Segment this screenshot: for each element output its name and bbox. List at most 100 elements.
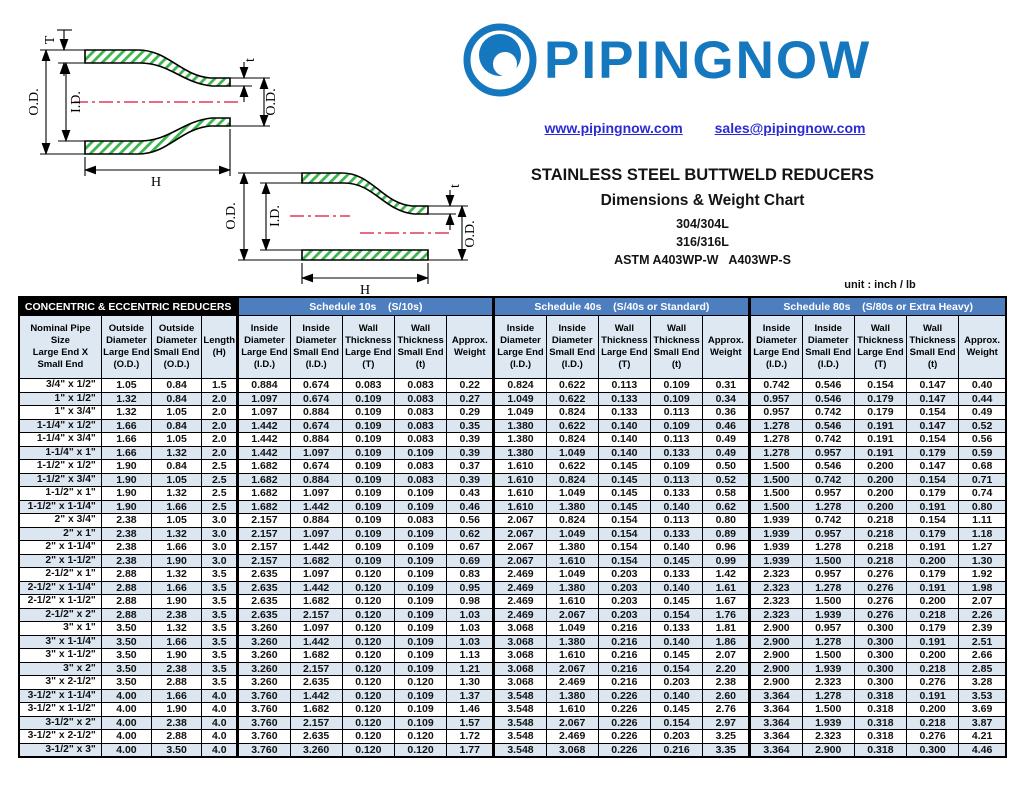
value-cell: 2.88 [100,607,153,622]
value-cell: 0.218 [853,553,908,568]
value-cell: 1.442 [236,445,291,460]
value-cell: 0.109 [649,391,704,406]
group-header-row: CONCENTRIC & ECCENTRIC REDUCERS Schedule… [18,296,1007,316]
value-cell: 0.120 [341,648,395,663]
value-cell: 3.50 [100,648,153,663]
value-cell: 0.083 [393,432,448,447]
table-row: 1" x 3/4" 1.32 1.05 2.0 1.097 0.884 0.109 0.083… [18,405,1007,420]
column-header: Inside Diameter Large End (I.D.) [492,315,547,379]
value-cell: 4.0 [201,688,239,703]
value-cell: 1.66 [150,499,203,514]
value-cell: 2.0 [201,432,239,447]
value-cell: 1.442 [289,634,343,649]
value-cell: 0.154 [597,526,652,541]
value-cell: 1.610 [492,472,547,487]
value-cell: 1.05 [150,513,203,528]
value-cell: 0.58 [702,486,751,501]
dim-label-h: H [360,283,370,296]
value-cell: 1.610 [545,594,599,609]
value-cell: 1.939 [801,715,855,730]
value-cell: 1.097 [289,486,343,501]
value-cell: 3.760 [236,742,291,758]
value-cell: 0.200 [853,459,908,474]
value-cell: 2.38 [100,553,153,568]
value-cell: 3.364 [748,742,803,758]
value-cell: 1.278 [748,445,803,460]
value-cell: 0.154 [906,472,960,487]
pipe-size-cell: 3-1/2" x 3" [18,742,102,758]
value-cell: 2.900 [748,634,803,649]
website-link[interactable]: www.pipingnow.com [544,120,683,136]
value-cell: 0.109 [393,634,448,649]
value-cell: 0.203 [597,567,652,582]
value-cell: 0.200 [853,472,908,487]
value-cell: 0.154 [649,661,704,676]
value-cell: 0.120 [393,675,448,690]
dim-label-od-left: O.D. [224,202,239,229]
value-cell: 0.276 [853,594,908,609]
value-cell: 3.548 [492,702,547,717]
value-cell: 1.32 [100,391,153,406]
value-cell: 1.66 [150,540,203,555]
table-row: 1-1/2" x 1" 1.90 1.32 2.5 1.682 1.097 0.109 0.1… [18,486,1007,501]
value-cell: 1.32 [150,621,203,636]
value-cell: 3.548 [492,715,547,730]
value-cell: 2.323 [801,675,855,690]
value-cell: 0.44 [958,391,1007,406]
contact-links: www.pipingnow.com sales@pipingnow.com [440,120,970,136]
value-cell: 0.674 [289,418,343,433]
value-cell: 1.682 [289,702,343,717]
value-cell: 0.120 [341,661,395,676]
value-cell: 2.469 [545,729,599,744]
value-cell: 0.120 [341,607,395,622]
value-cell: 0.80 [958,499,1007,514]
value-cell: 0.133 [597,391,652,406]
value-cell: 1.380 [545,580,599,595]
value-cell: 1.939 [748,553,803,568]
value-cell: 1.03 [446,634,495,649]
value-cell: 0.226 [597,688,652,703]
value-cell: 0.083 [393,378,448,393]
value-cell: 3.50 [100,661,153,676]
value-cell: 0.27 [446,391,495,406]
value-cell: 0.218 [906,661,960,676]
value-cell: 0.203 [597,607,652,622]
value-cell: 0.120 [341,621,395,636]
value-cell: 3.5 [201,580,239,595]
value-cell: 4.46 [958,742,1007,758]
value-cell: 0.884 [289,513,343,528]
table-row: 3" x 2" 3.50 2.38 3.5 3.260 2.157 0.120 0.109 1.… [18,661,1007,676]
value-cell: 1.03 [446,621,495,636]
value-cell: 2.067 [492,526,547,541]
value-cell: 0.200 [906,648,960,663]
value-cell: 0.109 [393,486,448,501]
value-cell: 1.442 [289,580,343,595]
value-cell: 0.191 [906,540,960,555]
eccentric-reducer-diagram: O.D. I.D. t O.D. H [224,171,478,296]
value-cell: 1.61 [702,580,751,595]
value-cell: 3.260 [236,648,291,663]
table-row: 3" x 2-1/2" 3.50 2.88 3.5 3.260 2.635 0.120 0.1… [18,675,1007,690]
value-cell: 0.99 [702,553,751,568]
value-cell: 1.90 [150,648,203,663]
value-cell: 0.957 [801,526,855,541]
value-cell: 1.05 [150,405,203,420]
dimensions-table: CONCENTRIC & ECCENTRIC REDUCERS Schedule… [18,296,1007,758]
value-cell: 1.097 [289,567,343,582]
value-cell: 1.57 [446,715,495,730]
value-cell: 0.133 [597,405,652,420]
value-cell: 1.682 [236,486,291,501]
value-cell: 1.049 [492,405,547,420]
value-cell: 3.068 [492,621,547,636]
email-link[interactable]: sales@pipingnow.com [714,120,866,136]
table-row: 3-1/2" x 2-1/2" 4.00 2.88 4.0 3.760 2.635 0.12… [18,729,1007,744]
value-cell: 0.109 [341,540,395,555]
value-cell: 0.89 [702,526,751,541]
pipe-size-cell: 2-1/2" x 1-1/4" [18,580,102,595]
value-cell: 0.203 [649,729,704,744]
value-cell: 1.380 [545,688,599,703]
value-cell: 0.276 [906,729,960,744]
value-cell: 3.5 [201,594,239,609]
value-cell: 1.442 [289,688,343,703]
value-cell: 2.900 [748,648,803,663]
